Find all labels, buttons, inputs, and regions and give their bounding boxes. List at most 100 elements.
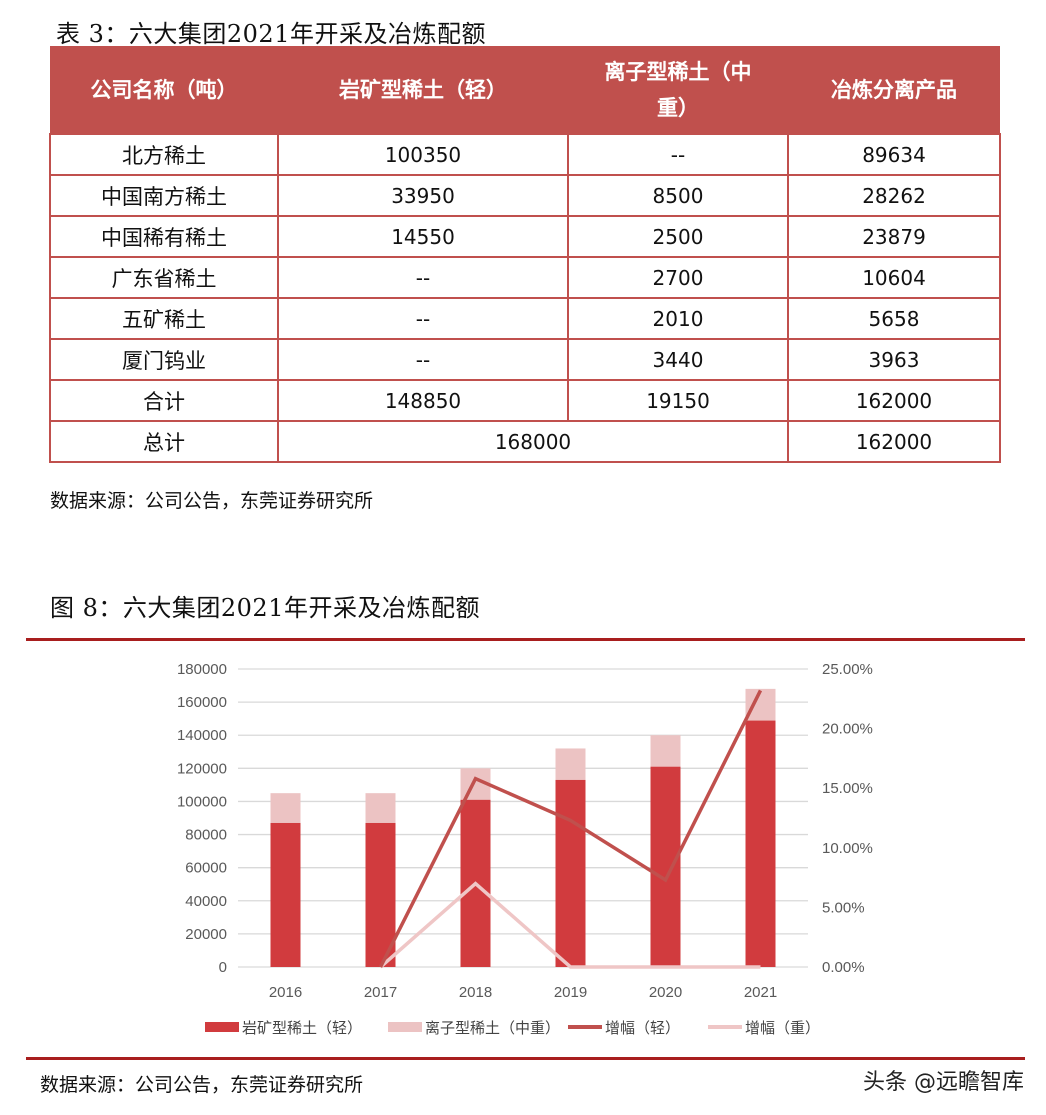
bar-medium-heavy	[650, 735, 681, 767]
left-tick-label: 80000	[185, 827, 227, 844]
cell-smelting: 89634	[787, 133, 1001, 176]
right-tick-label: 0.00%	[822, 959, 865, 976]
cell-medium-heavy: --	[567, 133, 789, 176]
left-tick-label: 100000	[177, 793, 227, 810]
line-growth-light	[378, 689, 763, 968]
watermark: 头条 @远瞻智库	[863, 1070, 1024, 1095]
table-body: 北方稀土 100350 -- 89634 中国南方稀土 33950 8500 28262 中国稀…	[49, 133, 1001, 463]
header-medium-heavy: 离子型稀土（中 重）	[568, 46, 788, 134]
header-light: 岩矿型稀土（轻）	[278, 46, 568, 134]
x-tick-label: 2018	[459, 984, 492, 1001]
cell-company: 广东省稀土	[49, 256, 279, 299]
cell-light: 100350	[277, 133, 569, 176]
x-tick-label: 2017	[364, 984, 397, 1001]
left-axis-ticks: 0 20000 40000 60000 80000 100000 120000 140000 1…	[177, 661, 227, 976]
table-row: 厦门钨业 -- 3440 3963	[49, 338, 1001, 381]
left-tick-label: 160000	[177, 694, 227, 711]
legend-light-bar-swatch	[205, 1022, 239, 1032]
right-tick-label: 25.00%	[822, 661, 873, 678]
x-axis-labels: 2016 2017 2018 2019 2020 2021	[269, 984, 777, 1001]
table-row: 五矿稀土 -- 2010 5658	[49, 297, 1001, 340]
cell-smelting: 5658	[787, 297, 1001, 340]
cell-company: 总计	[49, 420, 279, 463]
left-tick-label: 120000	[177, 760, 227, 777]
table-row: 北方稀土 100350 -- 89634	[49, 133, 1001, 176]
cell-medium-heavy: 2010	[567, 297, 789, 340]
left-tick-label: 60000	[185, 860, 227, 877]
figure-caption: 图 8：六大集团2021年开采及冶炼配额	[50, 594, 480, 622]
bar-light	[365, 822, 396, 967]
cell-light: 33950	[277, 174, 569, 217]
table-row: 合计 148850 19150 162000	[49, 379, 1001, 422]
right-axis-ticks: 0.00% 5.00% 10.00% 15.00% 20.00% 25.00%	[822, 661, 873, 976]
cell-smelting: 10604	[787, 256, 1001, 299]
legend-growth-heavy-label: 增幅（重）	[745, 1019, 820, 1037]
quota-table: 公司名称（吨） 岩矿型稀土（轻） 离子型稀土（中 重） 冶炼分离产品 北方稀土 1…	[49, 46, 1001, 463]
figure-source-note: 数据来源：公司公告，东莞证券研究所	[40, 1074, 364, 1096]
header-medium-heavy-line1: 离子型稀土（中	[604, 59, 752, 84]
line-growth-heavy	[379, 881, 761, 969]
bar-light	[745, 720, 776, 967]
figure-top-divider	[26, 638, 1025, 641]
right-tick-label: 5.00%	[822, 899, 865, 916]
left-tick-label: 40000	[185, 893, 227, 910]
table-row-total: 总计 168000 162000	[49, 420, 1001, 463]
header-smelting: 冶炼分离产品	[788, 46, 1000, 134]
cell-company: 北方稀土	[49, 133, 279, 176]
chart-bars	[270, 688, 776, 967]
bar-medium-heavy	[555, 748, 586, 780]
x-tick-label: 2021	[744, 984, 777, 1001]
table-source-note: 数据来源：公司公告，东莞证券研究所	[50, 490, 374, 512]
bar-light	[555, 779, 586, 967]
table-row: 中国南方稀土 33950 8500 28262	[49, 174, 1001, 217]
x-tick-label: 2019	[554, 984, 587, 1001]
cell-smelting: 3963	[787, 338, 1001, 381]
quota-chart: 0 20000 40000 60000 80000 100000 120000 140000 1…	[177, 661, 873, 1037]
cell-smelting: 162000	[787, 420, 1001, 463]
left-tick-label: 20000	[185, 926, 227, 943]
cell-medium-heavy: 8500	[567, 174, 789, 217]
legend-growth-light-label: 增幅（轻）	[605, 1019, 680, 1037]
right-tick-label: 15.00%	[822, 780, 873, 797]
cell-company: 五矿稀土	[49, 297, 279, 340]
cell-light: --	[277, 256, 569, 299]
cell-company: 合计	[49, 379, 279, 422]
x-tick-label: 2016	[269, 984, 302, 1001]
cell-light: 148850	[277, 379, 569, 422]
legend-medium-heavy-bar-label: 离子型稀土（中重）	[425, 1019, 560, 1037]
left-tick-label: 140000	[177, 727, 227, 744]
legend-light-bar-label: 岩矿型稀土（轻）	[242, 1019, 362, 1037]
bar-medium-heavy	[365, 793, 396, 823]
cell-smelting: 162000	[787, 379, 1001, 422]
chart-lines	[378, 689, 763, 969]
right-tick-label: 10.00%	[822, 840, 873, 857]
cell-company: 中国稀有稀土	[49, 215, 279, 258]
cell-company: 中国南方稀土	[49, 174, 279, 217]
bar-medium-heavy	[270, 793, 301, 823]
x-tick-label: 2020	[649, 984, 682, 1001]
bar-light	[650, 766, 681, 967]
header-company: 公司名称（吨）	[50, 46, 278, 134]
table-header-row: 公司名称（吨） 岩矿型稀土（轻） 离子型稀土（中 重） 冶炼分离产品	[50, 46, 1000, 134]
cell-medium-heavy: 3440	[567, 338, 789, 381]
cell-light: --	[277, 297, 569, 340]
figure-bottom-divider	[26, 1057, 1025, 1060]
cell-medium-heavy: 19150	[567, 379, 789, 422]
header-medium-heavy-line2: 重）	[657, 95, 699, 120]
left-tick-label: 0	[219, 959, 227, 976]
chart-gridlines	[238, 668, 808, 968]
chart-legend: 岩矿型稀土（轻） 离子型稀土（中重） 增幅（轻） 增幅（重）	[205, 1019, 820, 1037]
bar-light	[270, 822, 301, 967]
cell-mining-total: 168000	[277, 420, 789, 463]
table-row: 广东省稀土 -- 2700 10604	[49, 256, 1001, 299]
table-caption: 表 3：六大集团2021年开采及冶炼配额	[56, 20, 486, 48]
cell-light: --	[277, 338, 569, 381]
left-tick-label: 180000	[177, 661, 227, 678]
table-row: 中国稀有稀土 14550 2500 23879	[49, 215, 1001, 258]
cell-light: 14550	[277, 215, 569, 258]
cell-medium-heavy: 2500	[567, 215, 789, 258]
cell-medium-heavy: 2700	[567, 256, 789, 299]
cell-smelting: 23879	[787, 215, 1001, 258]
legend-medium-heavy-bar-swatch	[388, 1022, 422, 1032]
cell-smelting: 28262	[787, 174, 1001, 217]
